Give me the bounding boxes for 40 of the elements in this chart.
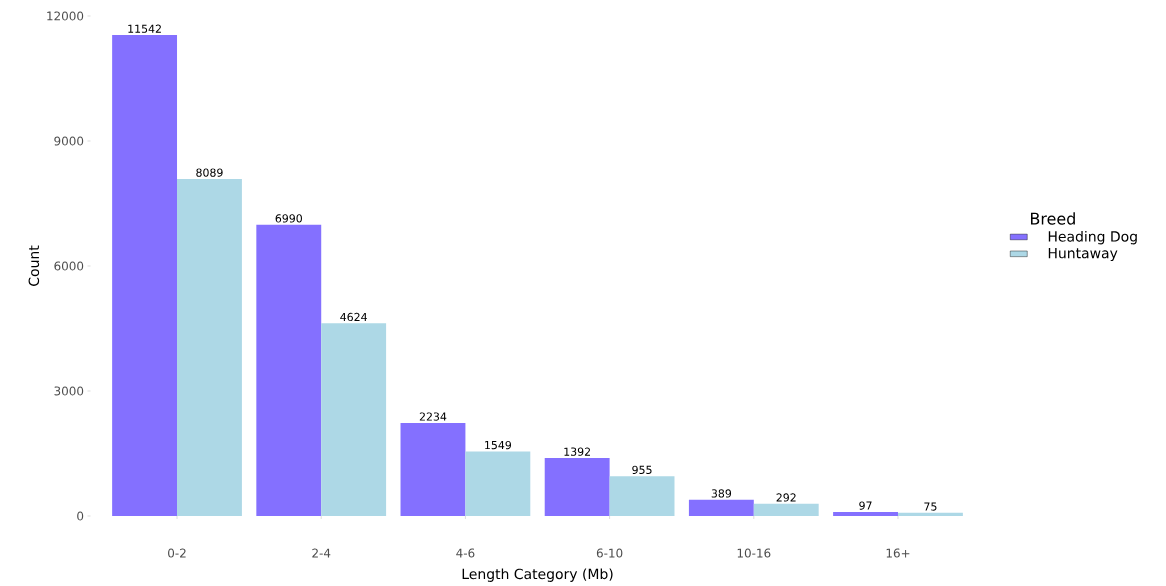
data-label: 292 bbox=[776, 493, 796, 502]
y-axis-title: Count bbox=[28, 245, 40, 286]
bar bbox=[897, 512, 963, 516]
bar bbox=[177, 178, 242, 516]
data-label: 6990 bbox=[275, 214, 302, 223]
bar bbox=[256, 224, 322, 516]
y-tick-label: 3000 bbox=[54, 386, 84, 396]
y-tick-label: 6000 bbox=[54, 261, 84, 271]
x-tick-label: 6-10 bbox=[596, 548, 623, 558]
legend-label: Huntaway bbox=[1048, 247, 1118, 262]
x-tick-label: 0-2 bbox=[168, 548, 186, 558]
data-label: 1549 bbox=[485, 440, 512, 450]
data-label: 97 bbox=[859, 501, 872, 510]
legend-label: Heading Dog bbox=[1048, 230, 1137, 245]
y-tick-label: 9000 bbox=[54, 136, 84, 146]
x-tick-label: 16+ bbox=[886, 548, 910, 558]
bar bbox=[753, 503, 819, 516]
x-tick-label: 2-4 bbox=[312, 548, 331, 558]
data-label: 389 bbox=[711, 489, 732, 498]
bar bbox=[609, 476, 675, 516]
x-tick-label: 10-16 bbox=[737, 548, 771, 558]
data-label: 4624 bbox=[340, 312, 367, 322]
data-label: 75 bbox=[924, 502, 937, 511]
bar bbox=[833, 511, 898, 516]
data-label: 8089 bbox=[196, 168, 223, 177]
bar bbox=[544, 457, 610, 516]
data-label: 2234 bbox=[419, 412, 447, 421]
bar bbox=[688, 499, 754, 516]
y-tick-label: 12000 bbox=[47, 11, 84, 21]
bar bbox=[465, 451, 531, 516]
legend-title: Breed bbox=[1031, 212, 1075, 225]
data-label: 11542 bbox=[128, 24, 161, 33]
bar bbox=[112, 35, 178, 516]
x-tick-label: 4-6 bbox=[456, 548, 475, 558]
data-label: 1392 bbox=[564, 447, 590, 456]
y-tick-label: 0 bbox=[77, 511, 84, 521]
x-axis-title: Length Category (Mb) bbox=[462, 568, 613, 582]
data-label: 955 bbox=[632, 465, 652, 474]
bar bbox=[400, 422, 466, 516]
bar bbox=[321, 323, 387, 516]
